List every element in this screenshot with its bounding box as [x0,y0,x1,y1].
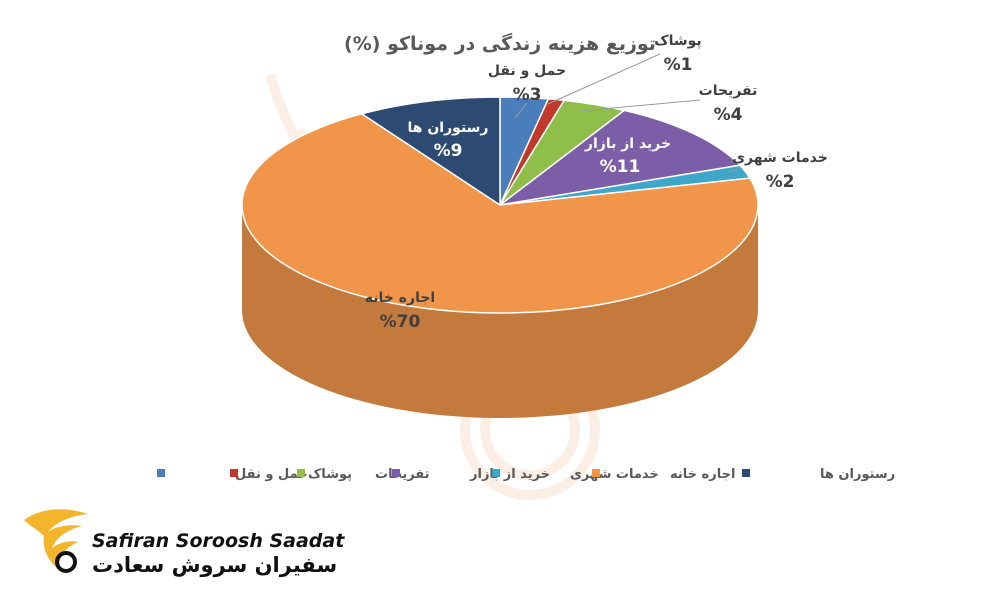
slice-label-0: حمل و نقل [488,63,566,79]
slice-label-3: خرید از بازار [584,136,671,152]
slice-value-3: %11 [600,157,641,177]
legend-label-5: اجاره خانه [670,467,735,482]
pie-side-5 [242,205,758,418]
pie-slice-6 [359,96,501,207]
slice-label-1: پوشاک [654,33,701,49]
slice-label-2: تفریحات [699,83,758,99]
slice-value-1: %1 [664,55,693,75]
legend-swatch-0 [157,469,165,477]
slice-label-4: خدمات شهری [732,150,828,166]
legend-label-0: حمل و نقل [235,467,308,482]
legend-swatch-6 [742,469,750,477]
pie-top [241,96,759,314]
pie-labels: حمل و نقل %3 پوشاک %1 تفریحات %4 خرید از بازار… [365,33,828,332]
legend-swatch-5 [592,469,600,477]
legend-swatch-3 [392,469,400,477]
legend-label-1: پوشاک [308,467,352,482]
leader-line-4 [727,169,738,173]
legend-label-2: تفریحات [375,467,430,482]
logo-name-en: Safiran Soroosh Saadat [92,530,345,552]
legend-label-3: خرید از بازار [469,467,550,482]
pie-slice-5 [241,113,759,314]
leader-line-1 [547,53,661,105]
legend-label-4: خدمات شهری [570,467,659,482]
logo-wing-icon [24,509,88,573]
legend-swatch-4 [492,469,500,477]
slice-value-4: %2 [766,172,795,192]
leader-line-2 [579,99,701,112]
pie-side [242,205,758,418]
legend: حمل و نقل پوشاک تفریحات خرید از بازار خدمات … [157,467,895,482]
legend-swatch-2 [297,469,305,477]
slice-label-6: رستوران ها [408,120,489,136]
logo-name-fa: سفیران سروش سعادت [92,553,338,577]
pie-slice-3 [499,109,742,206]
slice-value-6: %9 [434,141,463,161]
slice-value-2: %4 [714,105,743,125]
slice-label-5: اجاره خانه [365,290,435,306]
leader-line-0 [514,102,528,119]
legend-swatch-1 [230,469,238,477]
chart-title: توزیع هزینه زندگی در موناکو (%) [344,32,656,55]
legend-label-6: رستوران ها [820,467,895,482]
slice-value-0: %3 [513,85,542,105]
slice-value-5: %70 [380,312,421,332]
